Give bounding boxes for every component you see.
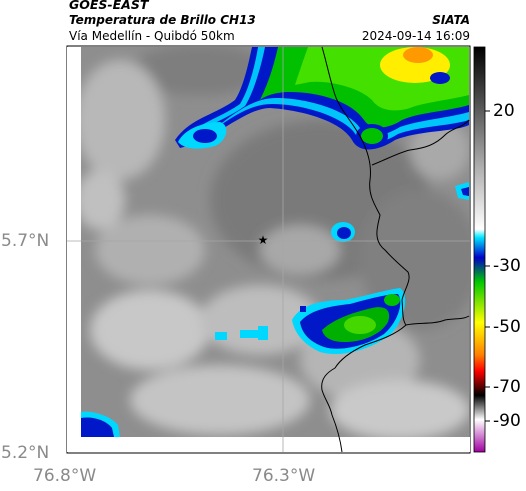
colorbar-ticks: [485, 110, 490, 422]
colorbar-label-minus70: -70: [493, 377, 521, 397]
colorbar: [473, 46, 486, 453]
lat-label-5.7: 5.7°N: [1, 231, 50, 251]
satellite-image: [81, 47, 469, 437]
lon-label-76.8: 76.8°W: [33, 466, 97, 486]
lat-label-5.2: 5.2°N: [1, 443, 50, 463]
boundary-line: [321, 46, 470, 326]
star-marker: ★: [258, 233, 269, 247]
source-credit: SIATA: [432, 13, 470, 27]
colorbar-label-minus30: -30: [493, 256, 521, 276]
colorbar-label-20: 20: [493, 101, 515, 121]
route-subtitle: Vía Medellín - Quibdó 50km: [69, 29, 235, 43]
satellite-title: GOES-EAST: [69, 0, 149, 12]
colorbar-label-minus50: -50: [493, 317, 521, 337]
product-title: Temperatura de Brillo CH13: [69, 13, 256, 27]
lon-label-76.3: 76.3°W: [252, 466, 316, 486]
colorbar-label-minus90: -90: [493, 411, 521, 431]
timestamp: 2024-09-14 16:09: [361, 29, 470, 43]
